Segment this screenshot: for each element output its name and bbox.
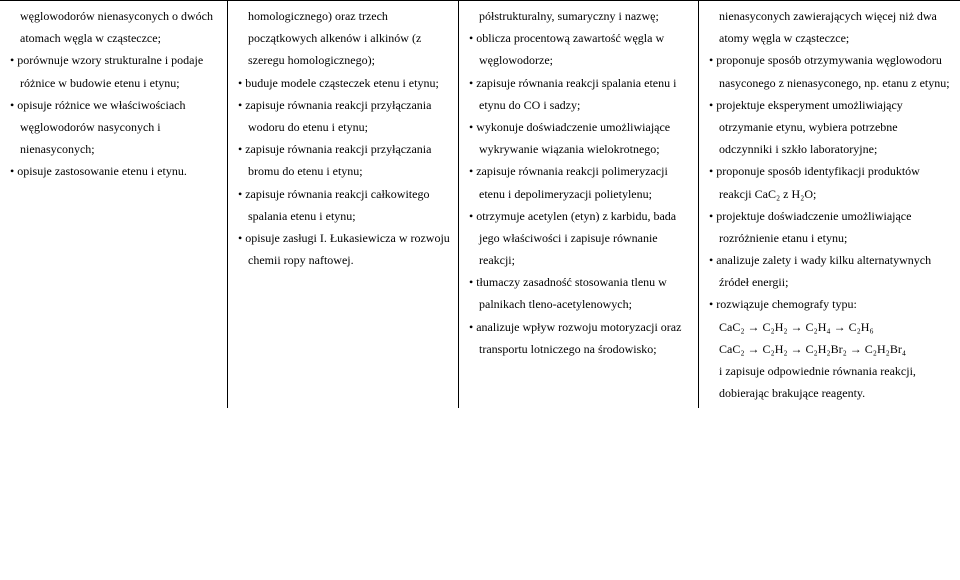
list-item: zapisuje równania reakcji spalania etenu… [467,72,690,116]
chem-equation-1: CaC₂ → C₂H₂ → C₂H₄ → C₂H₆ [707,316,952,338]
list-item: rozwiązuje chemografy typu: [707,293,952,315]
list-item: tłumaczy zasadność stosowania tlenu w pa… [467,271,690,315]
col1-lead-text: węglowodorów nienasyconych o dwóch atoma… [8,5,219,49]
col4-lead-text: nienasyconych zawierających więcej niż d… [707,5,952,49]
column-3: półstrukturalny, sumaryczny i nazwę; obl… [459,1,699,408]
list-item: zapisuje równania reakcji polimeryzacji … [467,160,690,204]
col2-lead-text: homologicznego) oraz trzech początkowych… [236,5,450,72]
chem-equation-2: CaC₂ → C₂H₂ → C₂H₂Br₂ → C₂H₂Br₄ [707,338,952,360]
list-item: wykonuje doświadczenie umożliwiające wyk… [467,116,690,160]
col1-list: porównuje wzory strukturalne i podaje ró… [8,49,219,182]
list-item: proponuje sposób identyfikacji produktów… [707,160,952,204]
col4-tail-text: i zapisuje odpowiednie równania reakcji,… [707,360,952,404]
list-item: opisuje zastosowanie etenu i etynu. [8,160,219,182]
list-item: opisuje różnice we właściwościach węglow… [8,94,219,161]
list-item: porównuje wzory strukturalne i podaje ró… [8,49,219,93]
list-item: zapisuje równania reakcji przyłączania w… [236,94,450,138]
column-2: homologicznego) oraz trzech początkowych… [228,1,459,408]
list-item: oblicza procentową zawartość węgla w węg… [467,27,690,71]
list-item: opisuje zasługi I. Łukasiewicza w rozwoj… [236,227,450,271]
column-4: nienasyconych zawierających więcej niż d… [699,1,960,408]
list-item: zapisuje równania reakcji przyłączania b… [236,138,450,182]
col4-list: proponuje sposób otrzymywania węglowodor… [707,49,952,315]
list-item: zapisuje równania reakcji całkowitego sp… [236,183,450,227]
col3-list: oblicza procentową zawartość węgla w węg… [467,27,690,360]
list-item: projektuje eksperyment umożliwiający otr… [707,94,952,161]
col3-lead-text: półstrukturalny, sumaryczny i nazwę; [467,5,690,27]
list-item: proponuje sposób otrzymywania węglowodor… [707,49,952,93]
list-item: projektuje doświadczenie umożliwiające r… [707,205,952,249]
column-1: węglowodorów nienasyconych o dwóch atoma… [0,1,228,408]
list-item: analizuje zalety i wady kilku alternatyw… [707,249,952,293]
list-item: otrzymuje acetylen (etyn) z karbidu, bad… [467,205,690,272]
list-item: buduje modele cząsteczek etenu i etynu; [236,72,450,94]
col2-list: buduje modele cząsteczek etenu i etynu; … [236,72,450,272]
document-table: węglowodorów nienasyconych o dwóch atoma… [0,0,960,408]
list-item: analizuje wpływ rozwoju motoryzacji oraz… [467,316,690,360]
